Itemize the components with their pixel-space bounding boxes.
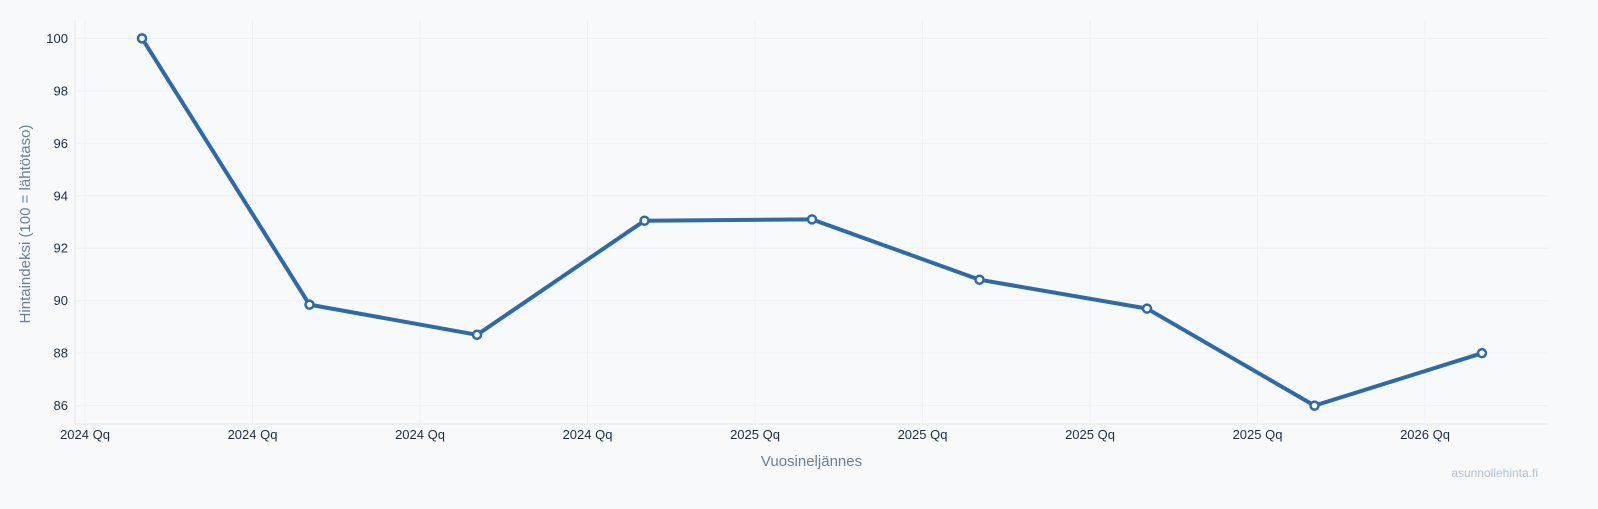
- data-point: [1476, 347, 1488, 359]
- data-point: [974, 274, 985, 285]
- data-point: [136, 33, 148, 44]
- x-tick-label: 2025 Qq: [730, 427, 780, 442]
- x-tick-label: 2024 Qq: [395, 427, 445, 442]
- y-tick-label: 86: [54, 398, 68, 413]
- y-tick-label: 94: [54, 188, 68, 203]
- y-tick-label: 98: [54, 83, 68, 98]
- y-axis-title: Hintaindeksi (100 = lähtötaso): [17, 125, 34, 324]
- tick-labels: 86 88 90 92 94 96 98 100 2024 Qq 2024 Qq 2024 Qq 20…: [46, 31, 1450, 442]
- data-point: [304, 299, 315, 310]
- x-tick-label: 2024 Qq: [60, 427, 110, 442]
- data-point: [471, 329, 483, 341]
- y-tick-label: 88: [54, 346, 68, 361]
- grid: [75, 20, 1548, 424]
- x-tick-label: 2024 Qq: [228, 427, 278, 442]
- data-point: [1141, 303, 1153, 314]
- y-tick-label: 100: [46, 31, 68, 46]
- x-tick-label: 2025 Qq: [1065, 427, 1115, 442]
- y-tick-label: 90: [54, 293, 68, 308]
- x-tick-label: 2026 Qq: [1400, 427, 1450, 442]
- y-tick-label: 92: [54, 241, 68, 256]
- y-tick-label: 96: [54, 136, 68, 151]
- x-tick-label: 2025 Qq: [898, 427, 948, 442]
- series-layer: [136, 33, 1488, 411]
- x-tick-label: 2025 Qq: [1233, 427, 1283, 442]
- data-point: [1309, 400, 1320, 411]
- x-axis-title: Vuosineljännes: [761, 453, 862, 470]
- data-point: [639, 215, 650, 226]
- watermark-text: asunnollehinta.fi: [1451, 466, 1538, 480]
- data-point: [806, 214, 818, 225]
- axes: [74, 20, 1548, 425]
- x-tick-label: 2024 Qq: [563, 427, 613, 442]
